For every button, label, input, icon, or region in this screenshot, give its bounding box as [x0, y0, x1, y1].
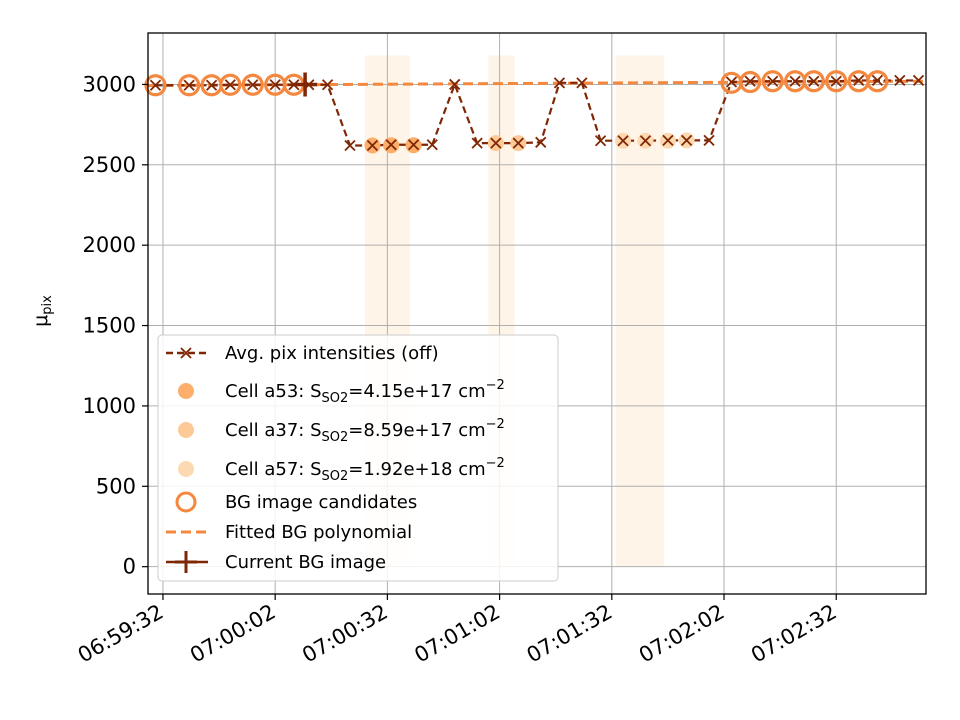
bg-candidate-point-1	[178, 74, 201, 97]
y-tick-label-1: 500	[96, 474, 136, 498]
avg-point-20	[576, 77, 588, 89]
avg-point-26	[703, 134, 715, 147]
avg-point-28	[744, 75, 756, 87]
avg-point-3	[224, 79, 236, 91]
current-bg-point-0	[293, 72, 318, 97]
legend: Avg. pix intensities (off) Cell a53: SSO…	[157, 334, 559, 582]
bg-candidate-point-3	[219, 73, 242, 96]
avg-point-25	[680, 134, 693, 147]
avg-point-23	[639, 135, 652, 147]
avg-point-14	[449, 78, 461, 91]
avg-point-34	[871, 74, 884, 87]
avg-point-18	[535, 136, 547, 148]
avg-point-10	[366, 139, 379, 152]
avg-point-21	[594, 135, 607, 147]
bg-candidate-point-12	[825, 70, 848, 93]
avg-point-9	[344, 139, 356, 152]
avg-point-0	[149, 79, 162, 91]
legend-frame	[157, 334, 559, 582]
avg-point-8	[321, 79, 334, 91]
avg-point-16	[490, 137, 502, 149]
avg-point-24	[662, 134, 674, 147]
bg-candidate-point-4	[241, 73, 264, 96]
avg-point-30	[789, 75, 801, 87]
avg-point-17	[512, 137, 524, 149]
bg-candidate-point-11	[802, 70, 825, 93]
legend-entry-cell-a37: Cell a37: SSO2=8.59e+17 cm−2	[178, 417, 505, 445]
legend-entry-fit: Fitted BG polynomial	[166, 522, 412, 543]
axes	[147, 32, 927, 595]
legend-label-fit: Fitted BG polynomial	[225, 522, 412, 543]
legend-label-cell-a37: Cell a37: SSO2=8.59e+17 cm−2	[225, 417, 505, 445]
legend-label-current-bg: Current BG image	[225, 552, 386, 573]
avg-point-33	[853, 74, 865, 87]
legend-label-cell-a57: Cell a57: SSO2=1.92e+18 cm−2	[225, 456, 505, 484]
avg-point-22	[617, 135, 629, 147]
avg-point-15	[471, 137, 483, 149]
avg-point-2	[205, 79, 218, 91]
avg-point-29	[767, 75, 779, 87]
legend-entry-cell-a57: Cell a57: SSO2=1.92e+18 cm−2	[178, 456, 505, 484]
y-tick-label-3: 1500	[83, 314, 136, 338]
bg-candidate-point-14	[866, 70, 889, 93]
avg-point-36	[912, 74, 925, 87]
avg-point-19	[553, 77, 566, 89]
axes-frame	[147, 32, 927, 595]
plot-series	[144, 70, 927, 154]
y-tick-label-4: 2000	[83, 233, 136, 257]
bg-candidate-point-0	[144, 74, 167, 97]
avg-point-4	[247, 79, 259, 91]
avg-point-31	[808, 75, 820, 87]
legend-entry-cell-a53: Cell a53: SSO2=4.15e+17 cm−2	[178, 378, 505, 406]
legend-label-cell-a53: Cell a53: SSO2=4.15e+17 cm−2	[225, 378, 505, 406]
y-tick-label-5: 2500	[83, 153, 136, 177]
y-axis-label: μpix	[30, 295, 55, 327]
avg-point-5	[269, 79, 281, 91]
highlight-span-2	[615, 55, 665, 567]
y-tick-label-0: 0	[123, 555, 136, 579]
avg-point-11	[385, 139, 397, 151]
avg-point-13	[426, 139, 438, 151]
y-tick-label-2: 1000	[83, 394, 136, 418]
y-tick-label-6: 3000	[83, 72, 136, 96]
avg-point-27	[725, 76, 738, 88]
legend-label-avg: Avg. pix intensities (off)	[225, 343, 439, 364]
legend-label-bg-candidates: BG image candidates	[225, 492, 417, 513]
bg-candidate-point-8	[739, 70, 762, 94]
legend-entry-avg: Avg. pix intensities (off)	[166, 343, 439, 364]
y-ticks: 0 500 1000 1500 2000 2500 3000	[83, 72, 148, 579]
legend-entry-bg-candidates: BG image candidates	[175, 491, 417, 513]
avg-point-12	[407, 139, 420, 151]
legend-entry-current-bg: Current BG image	[166, 551, 386, 573]
avg-point-1	[183, 79, 195, 91]
bg-candidate-point-9	[761, 70, 784, 93]
avg-point-32	[830, 75, 842, 87]
avg-point-35	[894, 74, 906, 87]
